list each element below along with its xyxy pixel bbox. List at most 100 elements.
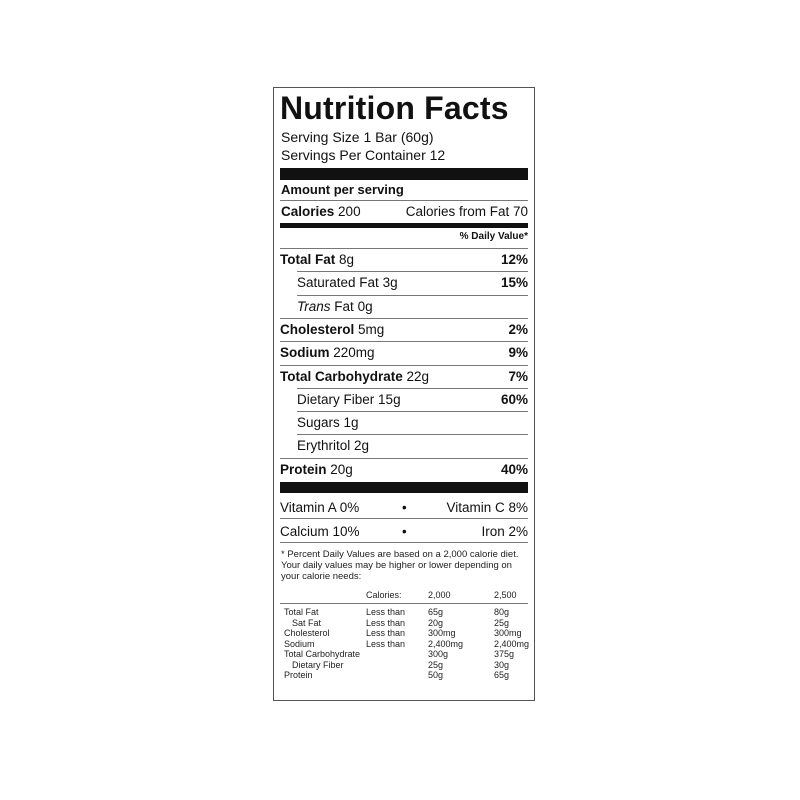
vitamin-right: Vitamin C 8% (446, 500, 528, 515)
nutrient-amount: 2g (354, 438, 370, 454)
vitamin-row: Calcium 10% • Iron 2% (280, 520, 528, 543)
nutrient-amount: 5mg (358, 321, 385, 337)
nutrient-name: Sodium (280, 345, 330, 361)
dv-table-row: Sodium Less than 2,400mg 2,400mg (284, 639, 530, 650)
dv-table-header: Calories: 2,000 2,500 (284, 590, 530, 601)
nutrient-amount: 0g (357, 298, 373, 314)
nutrient-row: Cholesterol 5mg 2% (280, 317, 528, 341)
label-title: Nutrition Facts (280, 90, 509, 126)
divider (280, 603, 528, 604)
amount-per-serving: Amount per serving (281, 182, 404, 197)
divider (297, 411, 528, 413)
dv-table-cell: 300mg (428, 628, 456, 638)
dv-table-cell: 2,400mg (494, 638, 530, 649)
nutrient-daily-value: 2% (508, 321, 528, 337)
dv-table-cell: 65g (494, 670, 510, 680)
nutrient-daily-value: 7% (508, 368, 528, 384)
dv-table-row: Calories: 2,000 2,500 (284, 590, 530, 601)
medium-divider (280, 223, 528, 228)
nutrient-daily-value: 40% (500, 461, 528, 477)
nutrient-row: Sugars 1g (280, 411, 528, 434)
divider (280, 518, 528, 519)
calories-value: 200 (338, 204, 361, 219)
dv-table-row: Cholesterol Less than 300mg 300mg (284, 628, 530, 639)
nutrient-name: Dietary Fiber (297, 391, 375, 407)
dv-table-cell: 2,400mg (428, 638, 464, 649)
divider (297, 294, 528, 296)
bullet-icon: • (402, 523, 407, 539)
dv-table-cell: Less than (366, 617, 406, 628)
nutrient-amount: 22g (406, 368, 430, 384)
divider (297, 434, 528, 436)
dv-table-cell: 375g (494, 649, 515, 659)
daily-value-header: % Daily Value* (459, 231, 528, 242)
dv-table-cell: Less than (366, 638, 406, 649)
dv-table-row: Total Fat Less than 65g 80g (284, 607, 530, 618)
servings-per-container: Servings Per Container 12 (281, 147, 446, 163)
nutrient-name: Saturated Fat (297, 275, 379, 291)
serving-size: Serving Size 1 Bar (60g) (281, 129, 434, 145)
nutrient-amount: 1g (343, 415, 359, 431)
nutrient-row: Total Fat 8g 12% (280, 248, 528, 271)
nutrient-row: Total Carbohydrate 22g 7% (280, 364, 528, 388)
dv-table-cell: Cholesterol (284, 628, 330, 638)
dv-table-cell: Total Carbohydrate (284, 649, 361, 659)
nutrient-row: Erythritol 2g (280, 434, 528, 457)
divider (297, 271, 528, 273)
dv-table: Total Fat Less than 65g 80g Sat Fat Less than… (284, 607, 530, 681)
dv-table-cell: 300mg (494, 628, 522, 638)
dv-table-cell: Sat Fat (292, 617, 322, 628)
dv-table-cell: 65g (428, 607, 444, 617)
vitamin-right: Iron 2% (481, 523, 528, 539)
dv-table-cell: Total Fat (284, 607, 319, 617)
footnote: * Percent Daily Values are based on a 2,… (281, 549, 519, 582)
divider (280, 200, 528, 201)
divider (280, 317, 528, 319)
nutrient-name: Erythritol (297, 438, 351, 454)
nutrient-name: Cholesterol (280, 321, 355, 337)
dv-table-cell: 25g (494, 617, 510, 628)
dv-table-cell: 50g (428, 670, 444, 680)
bullet-icon: • (402, 500, 407, 515)
dv-table-row: Sat Fat Less than 20g 25g (284, 618, 530, 629)
dv-table-cell: 2,000 (428, 590, 451, 600)
dv-table-row: Dietary Fiber 25g 30g (284, 660, 530, 671)
nutrition-facts-label: Nutrition Facts Serving Size 1 Bar (60g)… (273, 87, 535, 701)
vitamin-row: Vitamin A 0% • Vitamin C 8% (280, 496, 528, 519)
nutrient-daily-value: 12% (500, 252, 528, 267)
divider (297, 387, 528, 389)
dv-table-cell: 2,500 (494, 590, 517, 600)
dv-table-cell: Protein (284, 670, 313, 680)
nutrient-row: Trans Fat 0g (280, 294, 528, 318)
dv-table-cell: 30g (494, 659, 510, 670)
vitamin-left: Vitamin A 0% (280, 500, 360, 515)
dv-table-row: Total Carbohydrate 300g 375g (284, 649, 530, 660)
nutrient-name: Total Fat (280, 252, 336, 267)
nutrient-daily-value: 9% (508, 345, 528, 361)
nutrient-name: Trans (297, 298, 331, 314)
thick-divider (280, 482, 528, 493)
nutrient-row: Protein 20g 40% (280, 457, 528, 481)
nutrient-amount: 3g (382, 275, 398, 291)
nutrient-row: Dietary Fiber 15g 60% (280, 387, 528, 411)
dv-table-cell: Dietary Fiber (292, 659, 344, 670)
dv-table-row: Protein 50g 65g (284, 670, 530, 681)
divider (280, 341, 528, 343)
dv-table-cell: Sodium (284, 638, 315, 649)
nutrient-name: Sugars (297, 415, 340, 431)
dv-table-cell: 80g (494, 607, 510, 617)
nutrient-amount: 20g (330, 461, 353, 477)
divider (280, 541, 528, 543)
divider (280, 248, 528, 249)
calories-label: Calories (281, 204, 335, 219)
calories-from-fat: Calories from Fat 70 (405, 204, 528, 219)
thick-divider (280, 168, 528, 180)
divider (280, 364, 528, 366)
nutrient-amount: 15g (378, 391, 401, 407)
dv-table-cell: 20g (428, 617, 444, 628)
nutrient-daily-value: 15% (500, 275, 528, 291)
nutrient-amount: 220mg (333, 345, 375, 361)
nutrient-row: Saturated Fat 3g 15% (280, 271, 528, 294)
nutrient-daily-value: 60% (500, 391, 528, 407)
nutrient-name: Total Carbohydrate (280, 368, 403, 384)
